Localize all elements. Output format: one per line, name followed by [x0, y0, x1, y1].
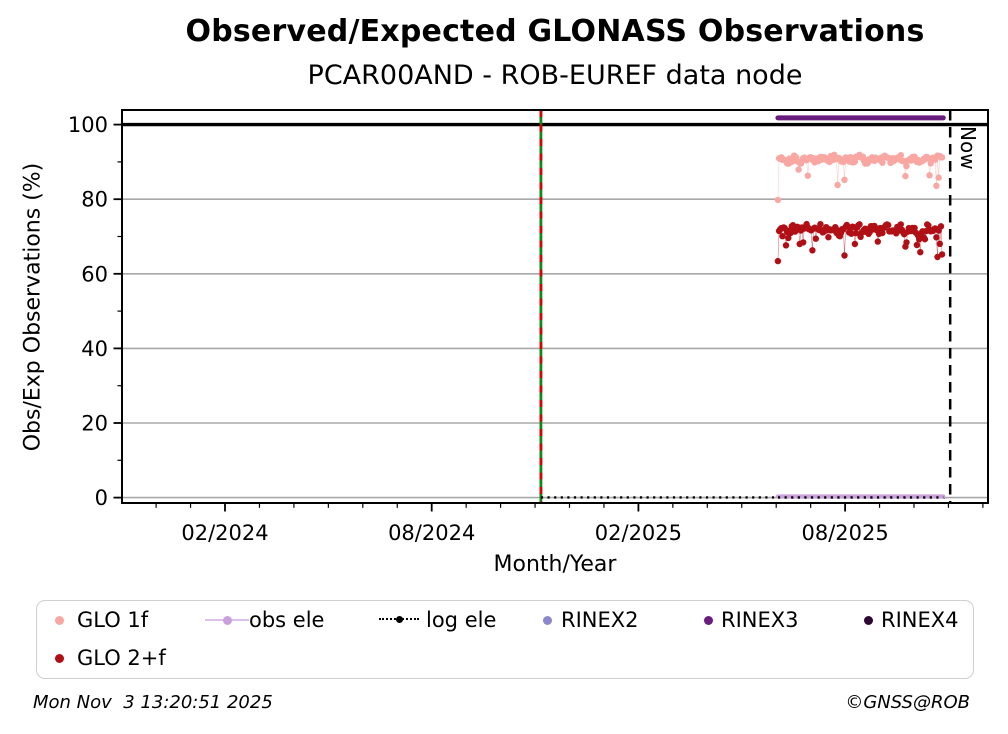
- x-tick-label: 08/2024: [388, 521, 475, 545]
- series-point-glo-2-f: [921, 236, 929, 243]
- legend-label-log-ele: log ele: [426, 608, 497, 632]
- plot-timestamp: Mon Nov 3 13:20:51 2025: [33, 692, 273, 713]
- series-point-glo-1f: [834, 181, 841, 189]
- series-point-glo-1f: [903, 162, 910, 170]
- series-point-glo-1f: [926, 172, 933, 179]
- series-point-glo-1f: [902, 172, 909, 180]
- series-point-glo-2-f: [874, 238, 881, 245]
- series-point-glo-2-f: [800, 239, 807, 246]
- rinex4-legend-marker: [863, 615, 873, 625]
- series-point-glo-2-f: [852, 229, 860, 237]
- series-point-glo-2-f: [856, 221, 863, 228]
- series-point-glo-2-f: [779, 233, 786, 240]
- legend-label-obs-ele: obs ele: [249, 608, 325, 632]
- legend-box: GLO 1f obs ele log ele RINEX2 RINEX3 RINEX4 GL…: [36, 600, 974, 679]
- glo-1f-legend-marker: [54, 615, 64, 625]
- series-point-glo-2-f: [782, 242, 790, 249]
- rinex2-legend-marker: [542, 615, 552, 625]
- axes-spines: [121, 109, 989, 504]
- series-point-glo-2-f: [812, 235, 819, 242]
- rinex3-legend-marker: [703, 615, 713, 625]
- legend-label-rinex4: RINEX4: [881, 608, 959, 632]
- y-tick-label: 0: [95, 486, 108, 510]
- glo-2-f-legend-marker: [54, 653, 64, 663]
- series-point-glo-1f: [841, 176, 848, 183]
- series-point-glo-2-f: [809, 247, 816, 254]
- series-point-glo-1f: [933, 182, 940, 189]
- series-point-glo-1f: [935, 174, 942, 181]
- legend-label-glo-1f: GLO 1f: [77, 608, 149, 632]
- y-tick-label: 80: [81, 188, 108, 212]
- series-point-glo-2-f: [933, 234, 940, 241]
- x-axis-label: Month/Year: [493, 552, 617, 577]
- series-point-glo-1f: [879, 159, 886, 166]
- series-point-glo-2-f: [885, 221, 892, 229]
- x-tick-label: 02/2025: [595, 521, 682, 545]
- series-point-glo-2-f: [879, 229, 886, 237]
- series-point-glo-2-f: [938, 251, 946, 258]
- series-point-glo-2-f: [897, 221, 904, 228]
- chart-subtitle: PCAR00AND - ROB-EUREF data node: [307, 60, 803, 91]
- series-point-glo-1f: [804, 172, 811, 179]
- legend-label-rinex2: RINEX2: [561, 608, 639, 632]
- series-point-glo-1f: [795, 166, 802, 173]
- series-point-glo-1f: [938, 154, 946, 161]
- now-annotation-label: Now: [956, 126, 980, 170]
- series-point-glo-2-f: [913, 241, 921, 249]
- series-point-glo-2-f: [903, 239, 910, 246]
- series-point-glo-2-f: [851, 240, 859, 248]
- copyright-label: ©GNSS@ROB: [845, 692, 970, 713]
- legend-label-glo-2-f: GLO 2+f: [77, 646, 166, 670]
- series-point-glo-2-f: [817, 221, 824, 228]
- x-tick-label: 08/2025: [801, 521, 888, 545]
- series-point-glo-2-f: [841, 252, 848, 259]
- chart-title: Observed/Expected GLONASS Observations: [185, 14, 925, 49]
- obs-ele-legend-marker: [222, 615, 232, 625]
- y-tick-label: 20: [81, 412, 108, 436]
- series-point-glo-2-f: [825, 234, 832, 241]
- series-point-glo-2-f: [774, 257, 782, 265]
- series-point-glo-1f: [774, 196, 782, 204]
- series-point-glo-2-f: [936, 240, 943, 247]
- series-point-glo-2-f: [937, 223, 945, 230]
- y-tick-label: 40: [81, 337, 108, 361]
- x-tick-label: 02/2024: [181, 521, 268, 545]
- y-tick-label: 100: [68, 113, 108, 137]
- y-tick-label: 60: [81, 262, 108, 286]
- series-point-glo-2-f: [917, 249, 924, 256]
- log-ele-legend-marker: [395, 616, 403, 623]
- series-point-glo-2-f: [785, 234, 792, 242]
- legend-label-rinex3: RINEX3: [721, 608, 799, 632]
- series-point-glo-1f: [927, 160, 934, 167]
- series-point-glo-1f: [897, 152, 904, 159]
